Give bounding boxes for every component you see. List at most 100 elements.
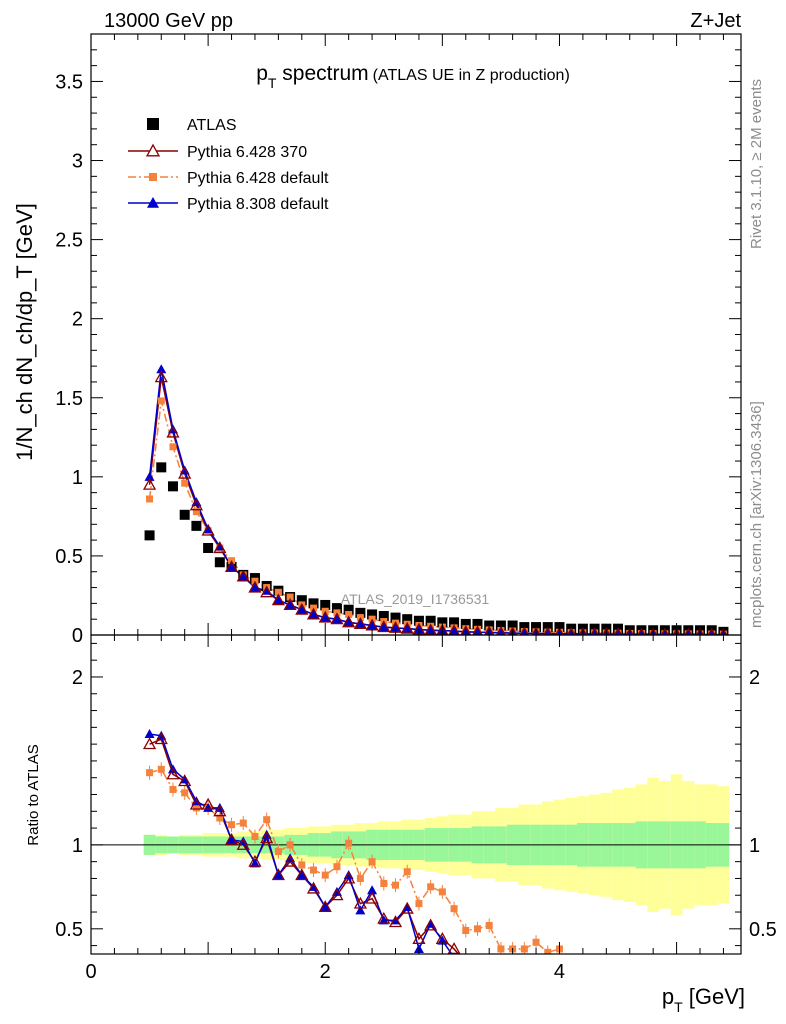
point-pythia6-370 <box>142 477 157 490</box>
ratio-point-pythia6-370 <box>224 832 239 845</box>
point-pythia6-370 <box>495 625 506 635</box>
point-pythia6-default <box>146 495 154 503</box>
point-atlas <box>425 615 436 626</box>
ratio-point-pythia6-default <box>157 765 165 773</box>
ratio-point-pythia6-370 <box>330 888 344 901</box>
ratio-point-pythia6-default <box>403 868 411 876</box>
ratio-point-pythia6-370 <box>412 932 426 944</box>
ratio-point-pythia8-default <box>519 974 529 983</box>
point-atlas <box>507 620 518 631</box>
ratio-point-pythia6-default <box>321 871 329 879</box>
ratio-point-pythia6-default <box>356 874 364 882</box>
legend-marker-pythia6-370 <box>145 143 161 157</box>
ratio-point-pythia6-default <box>392 881 400 889</box>
main-panel: 0 0.5 1 1.5 2 2.5 3 3.5 ATLAS_2019_I1736531 pT … <box>12 33 742 647</box>
point-pythia6-370 <box>224 560 239 573</box>
ratio-point-pythia6-370 <box>271 868 285 881</box>
ratio-point-pythia6-default <box>146 769 154 777</box>
ratio-point-pythia6-default <box>169 785 177 793</box>
point-pythia6-370 <box>578 627 588 635</box>
point-atlas <box>460 618 471 629</box>
point-pythia6-370 <box>342 615 356 628</box>
ratio-point-pythia6-default <box>473 925 481 933</box>
point-pythia6-370 <box>260 585 274 598</box>
point-pythia6-370 <box>166 425 180 438</box>
ratio-point-pythia6-370 <box>388 915 403 928</box>
point-atlas <box>472 618 483 629</box>
ratio-point-pythia6-370 <box>178 774 192 787</box>
point-atlas <box>308 598 319 609</box>
ratio-point-pythia6-default <box>544 948 552 954</box>
rivet-label: Rivet 3.1.10, ≥ 2M events <box>748 79 765 249</box>
ratio-point-pythia8-default <box>249 858 260 868</box>
ratio-point-pythia8-default <box>367 885 378 895</box>
point-pythia8-default <box>402 623 413 633</box>
point-pythia6-370 <box>248 580 262 593</box>
point-pythia8-default <box>544 628 552 635</box>
point-pythia8-default <box>308 609 319 619</box>
point-atlas <box>144 530 155 541</box>
ratio-point-pythia6-370 <box>472 957 483 967</box>
ratio-point-pythia6-370 <box>318 900 332 913</box>
legend-marker-atlas <box>147 118 159 130</box>
plot-title: pT spectrum (ATLAS UE in Z production) <box>256 62 570 91</box>
ratio-point-pythia6-370 <box>400 901 414 914</box>
ratio-point-pythia8-default <box>226 834 237 844</box>
ratio-point-pythia6-default <box>298 861 306 869</box>
x-axis-label-sub: T <box>674 999 683 1015</box>
ratio-point-pythia6-370 <box>495 970 506 980</box>
point-atlas <box>413 615 424 626</box>
ratio-point-pythia8-default <box>531 974 541 983</box>
point-atlas <box>156 462 167 473</box>
point-pythia6-370 <box>295 602 309 615</box>
legend-marker-pythia6-default <box>149 173 157 181</box>
point-pythia6-370 <box>507 626 518 635</box>
point-pythia6-370 <box>719 627 728 635</box>
ratio-point-pythia6-370 <box>519 974 530 984</box>
main-y-tick-label: 1 <box>72 467 83 489</box>
ratio-point-pythia6-370 <box>447 942 461 954</box>
point-pythia6-370 <box>472 625 483 635</box>
legend-label: Pythia 6.428 370 <box>187 144 307 161</box>
mcplots-label: mcplots.cern.ch [arXiv:1306.3436] <box>748 401 765 628</box>
ratio-point-pythia6-default <box>286 841 294 849</box>
point-pythia8-default <box>425 625 436 635</box>
point-pythia6-370 <box>460 624 472 635</box>
point-pythia8-default <box>708 629 715 635</box>
point-pythia6-370 <box>330 612 344 625</box>
plot-title-paren: (ATLAS UE in Z production) <box>373 67 570 84</box>
point-atlas <box>484 620 495 631</box>
point-atlas <box>179 509 190 520</box>
ratio-point-pythia6-370 <box>248 854 262 867</box>
point-pythia6-default <box>192 508 200 516</box>
ratio-point-pythia6-370 <box>484 965 495 975</box>
ratio-point-pythia6-default <box>368 858 376 866</box>
ratio-point-pythia6-default <box>274 848 282 856</box>
legend-label: Pythia 8.308 default <box>187 196 329 213</box>
x-tick-label: 4 <box>554 961 565 983</box>
main-y-tick-label: 2.5 <box>55 230 83 252</box>
point-pythia6-370 <box>318 610 332 623</box>
ratio-point-pythia6-default <box>310 866 318 874</box>
point-pythia8-default <box>520 628 529 635</box>
point-pythia8-default <box>614 629 622 635</box>
point-atlas <box>367 609 378 620</box>
point-pythia6-default <box>286 593 294 601</box>
ratio-y-axis-label: Ratio to ATLAS <box>25 744 42 845</box>
ratio-point-pythia8-default <box>508 974 518 983</box>
point-pythia8-default <box>320 612 331 622</box>
point-pythia6-370 <box>201 523 215 536</box>
point-pythia6-370 <box>531 626 541 635</box>
point-pythia6-370 <box>649 627 658 635</box>
ratio-point-pythia6-370 <box>531 974 542 984</box>
point-pythia6-370 <box>483 625 495 635</box>
point-pythia6-370 <box>377 620 391 633</box>
point-pythia6-370 <box>154 370 168 383</box>
point-pythia6-370 <box>554 626 564 635</box>
point-pythia8-default <box>144 471 155 481</box>
ratio-y-tick-label: 1 <box>72 835 83 857</box>
ratio-point-pythia6-370 <box>365 891 379 904</box>
ratio-point-pythia6-default <box>380 879 388 887</box>
point-pythia8-default <box>226 561 237 571</box>
